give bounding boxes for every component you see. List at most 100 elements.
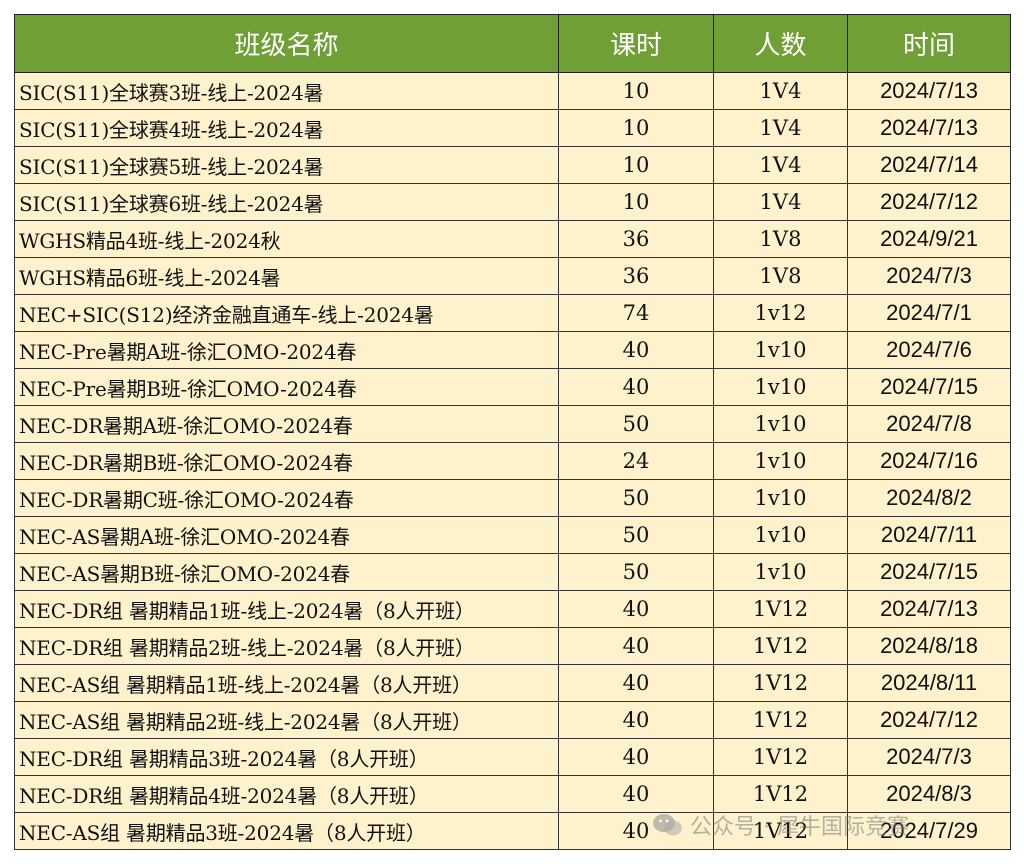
cell-class-name: NEC-AS组 暑期精品3班-2024暑（8人开班） bbox=[14, 812, 559, 850]
cell-hours: 36 bbox=[558, 257, 714, 295]
cell-class-name: NEC-DR暑期C班-徐汇OMO-2024春 bbox=[14, 479, 559, 517]
cell-class-name: NEC-DR组 暑期精品3班-2024暑（8人开班） bbox=[14, 738, 559, 776]
cell-class-name: NEC-DR组 暑期精品2班-线上-2024暑（8人开班） bbox=[14, 627, 559, 665]
cell-class-name: NEC-DR暑期A班-徐汇OMO-2024春 bbox=[14, 405, 559, 443]
table-row: NEC-DR组 暑期精品1班-线上-2024暑（8人开班） 40 1V12 2024/… bbox=[14, 590, 1011, 628]
cell-hours: 36 bbox=[558, 220, 714, 258]
cell-class-name: NEC-Pre暑期B班-徐汇OMO-2024春 bbox=[14, 368, 559, 406]
cell-class-size: 1v12 bbox=[713, 294, 848, 332]
cell-class-name: NEC-AS暑期A班-徐汇OMO-2024春 bbox=[14, 516, 559, 554]
cell-date: 2024/8/2 bbox=[847, 479, 1011, 517]
cell-hours: 40 bbox=[558, 627, 714, 665]
cell-class-name: SIC(S11)全球赛5班-线上-2024暑 bbox=[14, 146, 559, 184]
cell-class-name: NEC-AS暑期B班-徐汇OMO-2024春 bbox=[14, 553, 559, 591]
table-row: NEC-DR暑期B班-徐汇OMO-2024春 24 1v10 2024/7/16 bbox=[14, 442, 1011, 480]
table-row: NEC-DR暑期C班-徐汇OMO-2024春 50 1v10 2024/8/2 bbox=[14, 479, 1011, 517]
table-row: SIC(S11)全球赛5班-线上-2024暑 10 1V4 2024/7/14 bbox=[14, 146, 1011, 184]
table-row: NEC-AS暑期B班-徐汇OMO-2024春 50 1v10 2024/7/15 bbox=[14, 553, 1011, 591]
cell-class-size: 1V4 bbox=[713, 109, 848, 147]
cell-class-size: 1V4 bbox=[713, 183, 848, 221]
cell-hours: 10 bbox=[558, 72, 714, 110]
class-schedule-table-container: 班级名称 课时 人数 时间 SIC(S11)全球赛3班-线上-2024暑 10 1V… bbox=[14, 14, 1011, 850]
cell-date: 2024/7/11 bbox=[847, 516, 1011, 554]
cell-class-size: 1v10 bbox=[713, 405, 848, 443]
cell-date: 2024/7/13 bbox=[847, 72, 1011, 110]
table-row: NEC-Pre暑期B班-徐汇OMO-2024春 40 1v10 2024/7/15 bbox=[14, 368, 1011, 406]
class-schedule-table: 班级名称 课时 人数 时间 SIC(S11)全球赛3班-线上-2024暑 10 1V… bbox=[14, 14, 1011, 850]
cell-hours: 74 bbox=[558, 294, 714, 332]
table-row: WGHS精品4班-线上-2024秋 36 1V8 2024/9/21 bbox=[14, 220, 1011, 258]
cell-class-size: 1V12 bbox=[713, 701, 848, 739]
table-row: NEC-DR组 暑期精品4班-2024暑（8人开班） 40 1V12 2024/8/3 bbox=[14, 775, 1011, 813]
cell-class-size: 1v10 bbox=[713, 331, 848, 369]
cell-hours: 10 bbox=[558, 109, 714, 147]
watermark-text: 公众号 · 犀牛国际竞赛 bbox=[690, 815, 909, 840]
table-row: NEC-AS组 暑期精品3班-2024暑（8人开班） 40 1V12 2024/7/2… bbox=[14, 812, 1011, 850]
cell-hours: 40 bbox=[558, 368, 714, 406]
cell-date: 2024/8/3 bbox=[847, 775, 1011, 813]
cell-class-size: 1v10 bbox=[713, 553, 848, 591]
cell-hours: 40 bbox=[558, 590, 714, 628]
cell-date: 2024/7/1 bbox=[847, 294, 1011, 332]
cell-date: 2024/7/16 bbox=[847, 442, 1011, 480]
cell-hours: 40 bbox=[558, 701, 714, 739]
cell-date: 2024/8/18 bbox=[847, 627, 1011, 665]
cell-class-size: 1V12 bbox=[713, 738, 848, 776]
table-row: NEC-AS组 暑期精品2班-线上-2024暑（8人开班） 40 1V12 2024/… bbox=[14, 701, 1011, 739]
cell-class-name: NEC-AS组 暑期精品1班-线上-2024暑（8人开班） bbox=[14, 664, 559, 702]
cell-date: 2024/7/3 bbox=[847, 257, 1011, 295]
cell-date: 2024/7/14 bbox=[847, 146, 1011, 184]
cell-class-size: 1v10 bbox=[713, 516, 848, 554]
cell-class-size: 1v10 bbox=[713, 479, 848, 517]
cell-class-name: NEC-AS组 暑期精品2班-线上-2024暑（8人开班） bbox=[14, 701, 559, 739]
cell-date: 2024/7/6 bbox=[847, 331, 1011, 369]
cell-class-name: NEC-DR组 暑期精品4班-2024暑（8人开班） bbox=[14, 775, 559, 813]
cell-date: 2024/7/15 bbox=[847, 368, 1011, 406]
cell-date: 2024/7/8 bbox=[847, 405, 1011, 443]
cell-class-size: 1V12 bbox=[713, 590, 848, 628]
cell-date: 2024/7/13 bbox=[847, 590, 1011, 628]
cell-class-name: SIC(S11)全球赛6班-线上-2024暑 bbox=[14, 183, 559, 221]
cell-hours: 50 bbox=[558, 516, 714, 554]
cell-class-size: 1V12 bbox=[713, 775, 848, 813]
cell-date: 2024/7/12 bbox=[847, 701, 1011, 739]
cell-date: 2024/7/29 bbox=[847, 812, 1011, 850]
cell-date: 2024/8/11 bbox=[847, 664, 1011, 702]
table-row: NEC-DR组 暑期精品3班-2024暑（8人开班） 40 1V12 2024/7/3 bbox=[14, 738, 1011, 776]
cell-hours: 10 bbox=[558, 146, 714, 184]
table-row: WGHS精品6班-线上-2024暑 36 1V8 2024/7/3 bbox=[14, 257, 1011, 295]
cell-class-size: 1V8 bbox=[713, 220, 848, 258]
cell-class-name: NEC-Pre暑期A班-徐汇OMO-2024春 bbox=[14, 331, 559, 369]
cell-class-size: 1V12 bbox=[713, 627, 848, 665]
table-row: NEC-AS组 暑期精品1班-线上-2024暑（8人开班） 40 1V12 2024/… bbox=[14, 664, 1011, 702]
table-row: SIC(S11)全球赛3班-线上-2024暑 10 1V4 2024/7/13 bbox=[14, 72, 1011, 110]
cell-class-size: 1v10 bbox=[713, 368, 848, 406]
cell-class-size: 1v10 bbox=[713, 442, 848, 480]
cell-class-size: 1V12 bbox=[713, 812, 848, 850]
cell-date: 2024/7/12 bbox=[847, 183, 1011, 221]
table-row: SIC(S11)全球赛4班-线上-2024暑 10 1V4 2024/7/13 bbox=[14, 109, 1011, 147]
cell-class-name: WGHS精品6班-线上-2024暑 bbox=[14, 257, 559, 295]
cell-hours: 50 bbox=[558, 553, 714, 591]
cell-date: 2024/9/21 bbox=[847, 220, 1011, 258]
cell-hours: 40 bbox=[558, 775, 714, 813]
header-class-name: 班级名称 bbox=[14, 14, 559, 73]
cell-class-size: 1V4 bbox=[713, 146, 848, 184]
cell-date: 2024/7/15 bbox=[847, 553, 1011, 591]
wechat-icon bbox=[653, 814, 682, 836]
header-class-size: 人数 bbox=[713, 14, 848, 73]
cell-hours: 10 bbox=[558, 183, 714, 221]
cell-hours: 24 bbox=[558, 442, 714, 480]
cell-class-name: SIC(S11)全球赛3班-线上-2024暑 bbox=[14, 72, 559, 110]
cell-date: 2024/7/13 bbox=[847, 109, 1011, 147]
cell-date: 2024/7/3 bbox=[847, 738, 1011, 776]
cell-class-size: 1V12 bbox=[713, 664, 848, 702]
cell-class-name: NEC-DR组 暑期精品1班-线上-2024暑（8人开班） bbox=[14, 590, 559, 628]
cell-hours: 40 bbox=[558, 738, 714, 776]
cell-class-name: WGHS精品4班-线上-2024秋 bbox=[14, 220, 559, 258]
cell-class-size: 1V4 bbox=[713, 72, 848, 110]
cell-class-name: NEC+SIC(S12)经济金融直通车-线上-2024暑 bbox=[14, 294, 559, 332]
table-row: NEC-DR组 暑期精品2班-线上-2024暑（8人开班） 40 1V12 2024/… bbox=[14, 627, 1011, 665]
cell-hours: 40 bbox=[558, 331, 714, 369]
watermark: 公众号 · 犀牛国际竞赛 bbox=[652, 808, 909, 842]
